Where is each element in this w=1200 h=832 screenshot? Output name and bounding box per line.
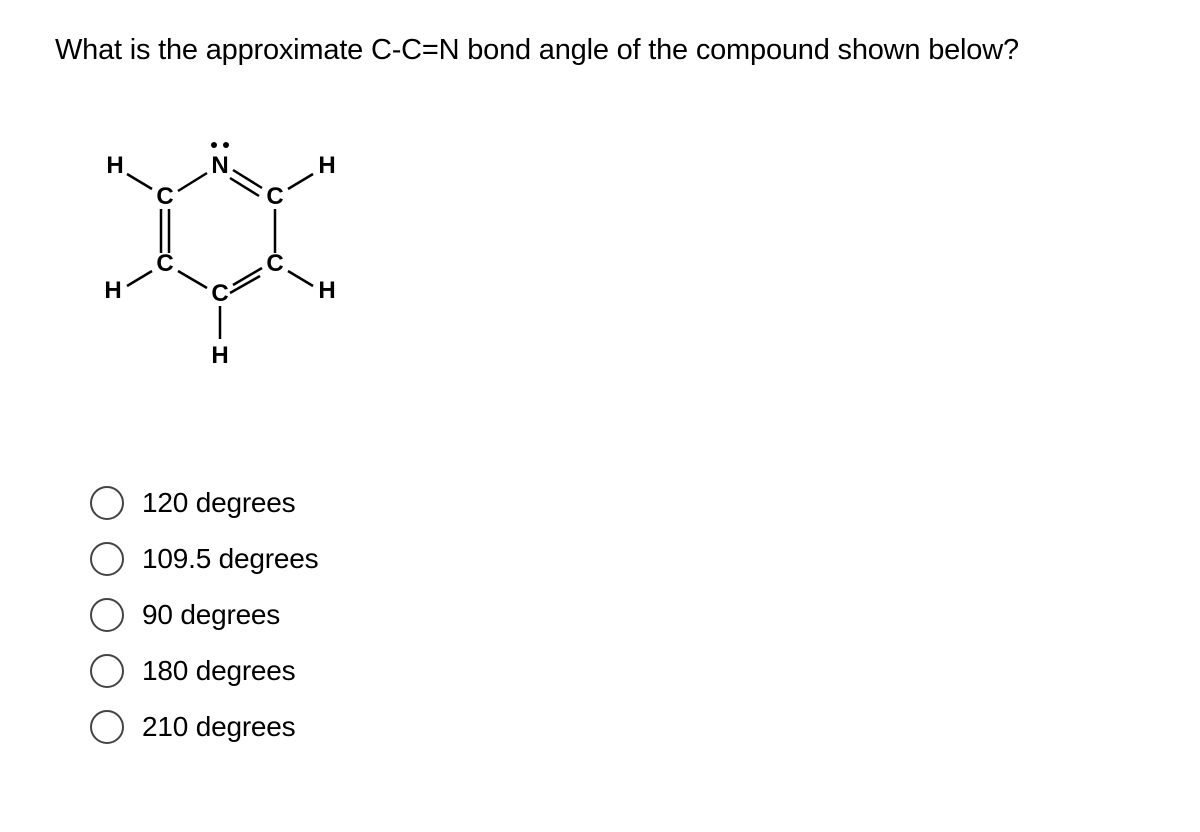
atom-h-mid-left: H: [104, 277, 121, 304]
option-row[interactable]: 210 degrees: [90, 710, 1145, 744]
atom-c-bottom: C: [211, 280, 228, 307]
atom-h-mid-right: H: [318, 277, 335, 304]
atom-c-mid-right: C: [266, 250, 283, 277]
option-row[interactable]: 90 degrees: [90, 598, 1145, 632]
atom-h-top-right: H: [318, 152, 335, 179]
atom-nitrogen: N: [211, 152, 228, 179]
radio-icon[interactable]: [90, 486, 124, 520]
option-label: 109.5 degrees: [142, 543, 318, 575]
radio-icon[interactable]: [90, 654, 124, 688]
option-row[interactable]: 180 degrees: [90, 654, 1145, 688]
atom-h-bottom: H: [211, 342, 228, 369]
option-row[interactable]: 109.5 degrees: [90, 542, 1145, 576]
radio-icon[interactable]: [90, 542, 124, 576]
molecule-diagram: N C C C C C H H H H: [80, 131, 360, 411]
options-group: 120 degrees 109.5 degrees 90 degrees 180…: [90, 486, 1145, 744]
option-label: 210 degrees: [142, 711, 295, 743]
atom-c-top-left: C: [156, 183, 173, 210]
atom-c-top-right: C: [266, 183, 283, 210]
option-label: 90 degrees: [142, 599, 280, 631]
atom-c-mid-left: C: [156, 250, 173, 277]
atom-h-top-left: H: [106, 152, 123, 179]
option-label: 120 degrees: [142, 487, 295, 519]
radio-icon[interactable]: [90, 710, 124, 744]
question-text: What is the approximate C-C=N bond angle…: [55, 30, 1145, 71]
option-row[interactable]: 120 degrees: [90, 486, 1145, 520]
option-label: 180 degrees: [142, 655, 295, 687]
radio-icon[interactable]: [90, 598, 124, 632]
